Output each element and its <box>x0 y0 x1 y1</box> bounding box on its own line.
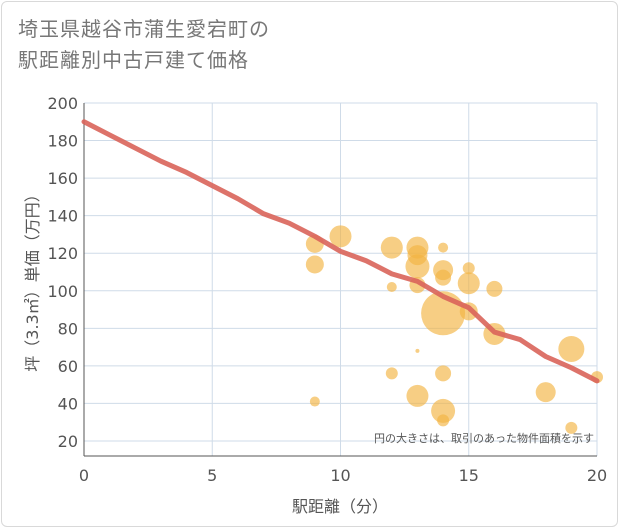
bubble-point <box>305 255 324 274</box>
y-tick-label: 40 <box>58 394 78 413</box>
bubble-point <box>385 367 398 380</box>
bubble-point <box>435 269 452 286</box>
bubble-point <box>437 414 450 427</box>
x-tick-label: 20 <box>587 466 607 485</box>
bubble-point <box>380 236 403 259</box>
bubble-point <box>558 335 585 362</box>
y-tick-label: 160 <box>47 169 78 188</box>
x-axis-title: 駅距離（分） <box>292 497 388 516</box>
y-tick-label: 180 <box>47 132 78 151</box>
chart-title-line-1: 埼玉県越谷市蒲生愛宕町の <box>18 17 270 41</box>
gridlines <box>83 102 598 456</box>
y-tick-label: 140 <box>47 207 78 226</box>
y-tick-label: 200 <box>47 94 78 113</box>
y-axis-title: 坪（3.3㎡）単価（万円） <box>23 186 42 371</box>
y-tick-label: 20 <box>58 432 78 451</box>
chart-title: 埼玉県越谷市蒲生愛宕町の 駅距離別中古戸建て価格 <box>18 14 378 76</box>
bubble-point <box>415 348 420 353</box>
bubble-point <box>407 245 428 266</box>
bubble-point <box>486 280 503 297</box>
x-tick-label: 5 <box>207 466 217 485</box>
chart-title-line-2: 駅距離別中古戸建て価格 <box>18 48 249 72</box>
bubbles <box>305 225 603 434</box>
bubble-point <box>329 225 352 248</box>
bubble-point <box>406 384 429 407</box>
bubble-point <box>431 398 456 423</box>
bubble-point <box>535 382 556 403</box>
bubble-point <box>438 242 449 253</box>
x-tick-label: 10 <box>330 466 350 485</box>
y-tick-label: 80 <box>58 319 78 338</box>
bubble-point <box>462 262 475 275</box>
x-axis-ticks: 0 5 10 15 20 <box>79 466 607 485</box>
x-tick-label: 15 <box>459 466 479 485</box>
y-tick-label: 60 <box>58 357 78 376</box>
bubble-point <box>565 421 578 434</box>
average-price-line <box>81 119 600 384</box>
y-tick-label: 120 <box>47 244 78 263</box>
bubble-point <box>457 272 480 295</box>
size-annotation: 円の大きさは、取引のあった物件面積を示す <box>374 431 594 445</box>
y-axis-ticks: 20 40 60 80 100 120 140 160 180 200 <box>47 94 78 451</box>
bubble-point <box>386 282 397 293</box>
x-tick-label: 0 <box>79 466 89 485</box>
y-tick-label: 100 <box>47 282 78 301</box>
bubble-point <box>309 396 320 407</box>
bubble-point <box>435 365 452 382</box>
